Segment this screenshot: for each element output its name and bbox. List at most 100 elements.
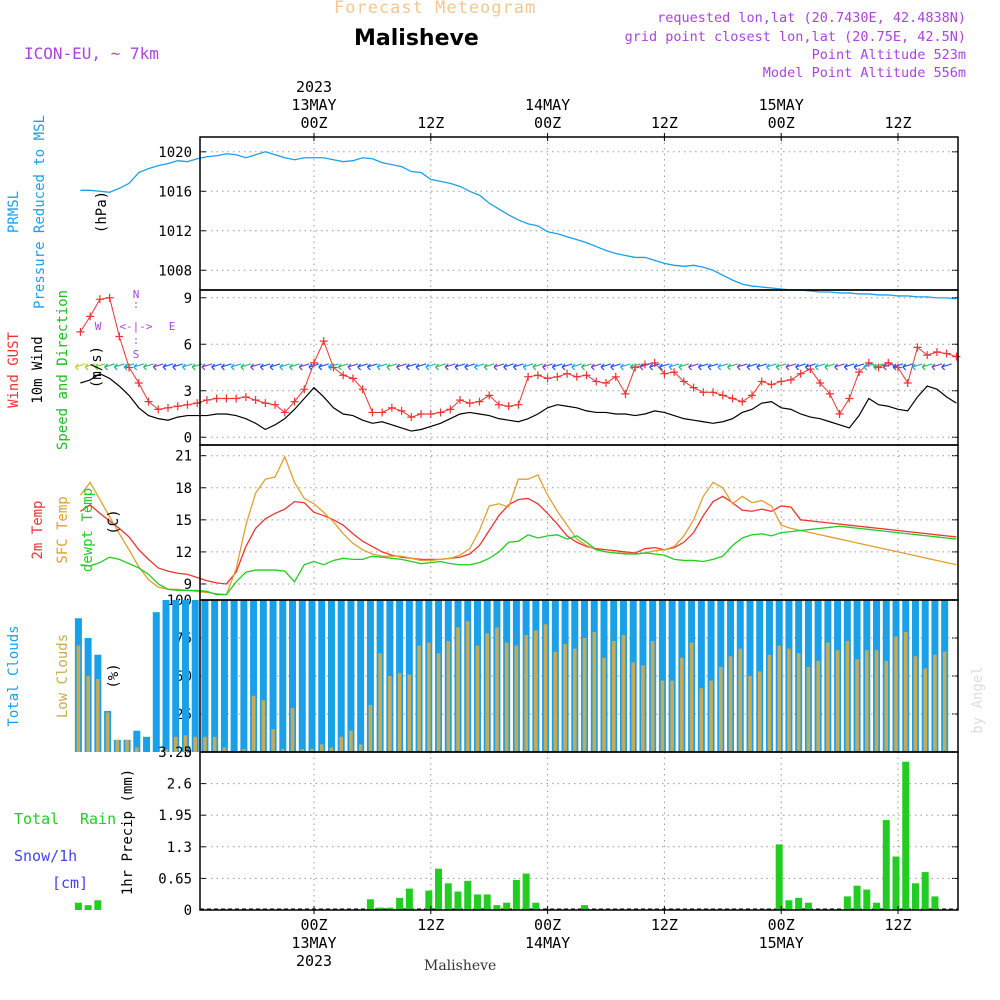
temp-tick-label: 18 bbox=[175, 481, 192, 497]
gust-marker bbox=[446, 405, 455, 414]
temp-ylabel: 2m Temp bbox=[30, 500, 46, 559]
low-cloud-bar bbox=[193, 736, 197, 752]
gust-marker bbox=[368, 408, 377, 417]
wind-tick-label: 9 bbox=[184, 291, 192, 307]
gust-line bbox=[79, 297, 957, 418]
gust-marker bbox=[280, 408, 289, 417]
low-cloud-bar bbox=[582, 638, 587, 752]
temp-tick-label: 12 bbox=[175, 545, 192, 561]
low-cloud-bar bbox=[553, 651, 558, 752]
low-cloud-bar bbox=[251, 695, 256, 752]
low-cloud-bar bbox=[942, 651, 947, 752]
low-cloud-bar bbox=[680, 657, 684, 752]
wind-direction-arrow bbox=[892, 363, 904, 371]
wind-direction-arrow bbox=[104, 363, 115, 371]
low-cloud-bar bbox=[738, 648, 743, 752]
low-cloud-bar bbox=[436, 653, 441, 752]
gust-marker bbox=[134, 379, 143, 387]
rain-bar bbox=[853, 885, 861, 910]
gust-marker bbox=[183, 400, 192, 409]
gust-marker bbox=[602, 379, 610, 387]
low-cloud-bar bbox=[884, 660, 889, 752]
low-cloud-bar bbox=[874, 650, 879, 752]
gust-marker bbox=[95, 295, 104, 304]
gust-marker bbox=[407, 413, 416, 422]
wind-direction-arrow bbox=[435, 363, 446, 371]
gust-marker bbox=[942, 349, 951, 358]
low-cloud-bar bbox=[777, 645, 781, 752]
low-cloud-bar bbox=[290, 707, 295, 752]
total-cloud-bar bbox=[172, 600, 180, 752]
clouds-ylabel: Total Clouds bbox=[6, 625, 22, 726]
gust-marker bbox=[582, 371, 591, 380]
gust-marker bbox=[115, 332, 124, 341]
point-altitude: Point Altitude 523m bbox=[811, 47, 966, 63]
low-cloud-bar bbox=[641, 665, 645, 752]
wind-direction-arrow bbox=[474, 363, 485, 371]
gust-marker bbox=[426, 410, 435, 418]
gust-marker bbox=[699, 388, 708, 397]
rain-bar bbox=[902, 761, 910, 910]
low-cloud-bar bbox=[894, 636, 898, 752]
wind-direction-arrow bbox=[464, 363, 475, 371]
wind-direction-arrow bbox=[532, 363, 544, 371]
gust-marker bbox=[475, 397, 484, 406]
gust-marker bbox=[796, 369, 805, 378]
low-cloud-bar bbox=[826, 642, 830, 752]
gust-marker bbox=[300, 385, 309, 394]
wind-direction-arrow bbox=[600, 363, 612, 371]
wind-direction-arrow bbox=[795, 363, 806, 371]
top-time-label: 00Z bbox=[300, 114, 327, 132]
wind-direction-arrow bbox=[551, 363, 563, 371]
wind-tick-label: 3 bbox=[184, 384, 192, 400]
low-cloud-bar bbox=[573, 648, 577, 752]
low-cloud-bar bbox=[699, 688, 704, 752]
wind-direction-arrow bbox=[863, 363, 874, 371]
low-cloud-bar bbox=[212, 736, 217, 752]
wind-direction-arrow bbox=[133, 363, 144, 371]
footer-location: Malisheve bbox=[424, 958, 497, 974]
top-date-label: 13MAY bbox=[291, 96, 336, 114]
total-cloud-bar bbox=[250, 600, 258, 752]
precip-tick-label: 0 bbox=[184, 903, 192, 919]
gust-marker bbox=[417, 410, 426, 418]
low-cloud-bar bbox=[456, 627, 460, 752]
wind-direction-arrow bbox=[376, 363, 388, 371]
low-cloud-bar bbox=[358, 744, 363, 752]
bottom-date-label: 14MAY bbox=[525, 934, 570, 952]
wind-direction-arrow bbox=[912, 363, 923, 371]
gust-marker bbox=[572, 372, 581, 381]
low-cloud-bar bbox=[349, 730, 353, 752]
gust-marker bbox=[709, 388, 718, 397]
gust-marker bbox=[748, 391, 756, 400]
rain-bar bbox=[84, 905, 92, 910]
rain-bar bbox=[522, 873, 530, 910]
rain-bar bbox=[882, 820, 890, 910]
forecast-title: Forecast Meteogram bbox=[334, 0, 537, 18]
gust-marker bbox=[86, 312, 95, 321]
wind-direction-arrow bbox=[746, 363, 758, 371]
wind-direction-arrow bbox=[590, 363, 602, 371]
gust-marker bbox=[173, 402, 182, 411]
low-cloud-bar bbox=[183, 735, 188, 752]
wind-direction-arrow bbox=[814, 363, 826, 371]
low-cloud-bar bbox=[319, 744, 324, 752]
total-cloud-bar bbox=[220, 600, 228, 752]
total-cloud-bar bbox=[289, 600, 297, 752]
pressure-ylabel: Pressure Reduced to MSL bbox=[32, 115, 48, 309]
total-cloud-bar bbox=[658, 600, 666, 752]
low-cloud-bar bbox=[631, 662, 635, 752]
gust-marker bbox=[913, 343, 922, 352]
low-cloud-bar bbox=[242, 748, 246, 752]
low-cloud-bar bbox=[767, 654, 772, 752]
wind-direction-arrow bbox=[172, 363, 183, 371]
low-cloud-bar bbox=[271, 729, 275, 752]
total-cloud-bar bbox=[269, 600, 277, 752]
rain-bar bbox=[94, 900, 102, 910]
requested-coords: requested lon,lat (20.7430E, 42.4838N) bbox=[657, 10, 966, 26]
low-cloud-bar bbox=[300, 748, 305, 752]
wind-direction-arrow bbox=[250, 363, 261, 371]
total-cloud-bar bbox=[298, 600, 306, 752]
